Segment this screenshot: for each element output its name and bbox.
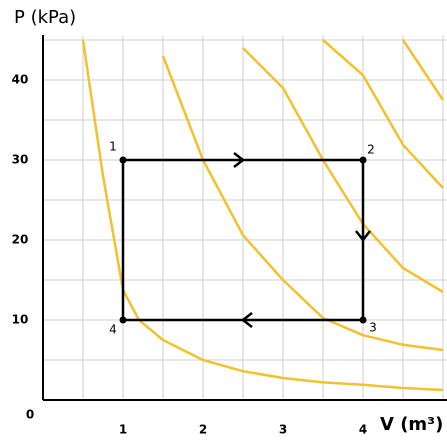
state-label: 4 [109, 323, 117, 337]
state-label: 1 [109, 140, 117, 154]
isotherm [242, 47, 444, 294]
isotherm [322, 39, 444, 189]
x-tick-label: 2 [199, 423, 207, 437]
y-tick-label: 40 [12, 73, 29, 87]
x-tick-label: 0 [26, 408, 34, 422]
x-tick-label: 3 [279, 423, 287, 437]
state-point [119, 156, 127, 164]
x-axis-title: V (m³) [380, 414, 443, 435]
state-label: 3 [369, 321, 377, 335]
state-point [359, 316, 367, 324]
direction-arrow [233, 152, 246, 168]
state-point [119, 316, 127, 324]
grid [43, 35, 447, 400]
x-tick-label: 4 [359, 423, 367, 437]
state-point [359, 156, 367, 164]
y-tick-label: 10 [12, 313, 29, 327]
direction-arrow [355, 230, 371, 243]
isotherm [401, 39, 445, 101]
y-tick-label: 20 [12, 233, 29, 247]
y-tick-label: 30 [12, 153, 29, 167]
isotherm [161, 55, 444, 352]
isotherm [81, 39, 444, 392]
y-axis-title: P (kPa) [14, 7, 76, 28]
x-tick-label: 1 [119, 423, 127, 437]
direction-arrow [240, 312, 253, 328]
state-label: 2 [367, 143, 375, 157]
